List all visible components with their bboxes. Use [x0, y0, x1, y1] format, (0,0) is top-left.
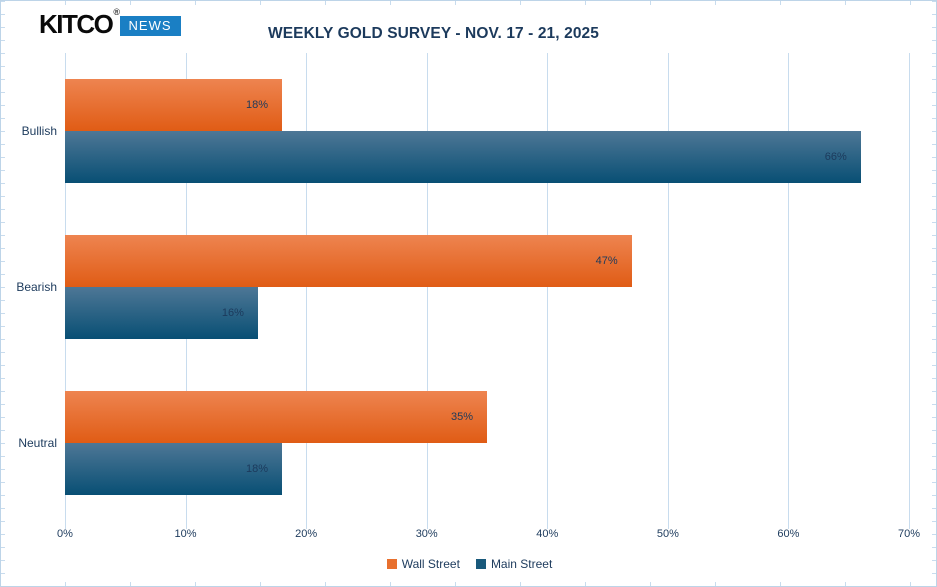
legend-item-wall-street: Wall Street	[386, 557, 460, 571]
gridline	[306, 53, 308, 529]
kitco-logo: KITCO® NEWS	[39, 7, 181, 39]
legend: Wall Street Main Street	[1, 557, 936, 571]
legend-label: Wall Street	[401, 557, 460, 571]
gridline	[788, 53, 790, 529]
bar-wall-street-bullish: 18%	[65, 79, 283, 131]
y-axis-label-bearish: Bearish	[16, 280, 57, 294]
bar-value-label: 16%	[221, 307, 244, 319]
frame-edge-ticks-right	[932, 1, 936, 586]
bar-main-street-neutral: 18%	[65, 443, 283, 495]
x-axis-label: 20%	[295, 528, 318, 540]
gridline	[426, 53, 428, 529]
bar-value-label: 47%	[595, 255, 618, 267]
frame-edge-ticks-bottom	[1, 582, 936, 586]
x-axis-label: 70%	[897, 528, 921, 540]
bar-main-street-bullish: 66%	[65, 131, 861, 183]
kitco-wordmark: KITCO®	[39, 7, 120, 39]
bar-wall-street-neutral: 35%	[65, 391, 487, 443]
legend-swatch-icon	[386, 559, 397, 569]
y-axis-label-neutral: Neutral	[18, 436, 57, 450]
gridline	[667, 53, 669, 529]
x-axis-label: 30%	[415, 528, 438, 540]
bar-value-label: 35%	[450, 411, 473, 423]
x-axis-label: 10%	[174, 528, 197, 540]
frame-edge-ticks-top	[1, 1, 936, 5]
x-axis-label: 60%	[777, 528, 800, 540]
bar-main-street-bearish: 16%	[65, 287, 258, 339]
plot-area: 18% 47% 35% 66% 16% 18%	[65, 53, 910, 529]
bar-wall-street-bearish: 47%	[65, 235, 632, 287]
chart-title: WEEKLY GOLD SURVEY - NOV. 17 - 21, 2025	[268, 25, 599, 42]
registered-trademark-symbol: ®	[113, 7, 120, 17]
gridline	[909, 53, 910, 529]
bar-value-label: 18%	[245, 99, 269, 111]
gridline	[547, 53, 549, 529]
legend-item-main-street: Main Street	[475, 557, 553, 571]
x-axis-label: 40%	[536, 528, 559, 540]
kitco-news-badge: NEWS	[119, 16, 181, 36]
bar-value-label: 66%	[824, 151, 847, 163]
bar-value-label: 18%	[245, 463, 269, 475]
y-axis-label-bullish: Bullish	[21, 124, 57, 138]
frame-edge-ticks-left	[1, 1, 5, 586]
x-axis-label: 50%	[656, 528, 679, 540]
legend-swatch-icon	[475, 559, 486, 569]
x-axis-label: 0%	[57, 528, 73, 540]
legend-label: Main Street	[490, 557, 553, 571]
